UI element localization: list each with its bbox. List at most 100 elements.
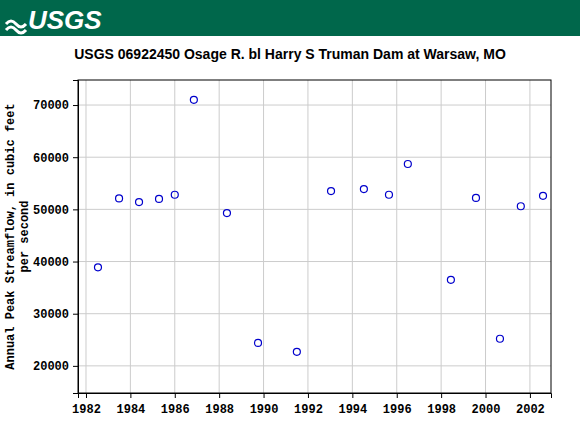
x-axis: 1982 1984 1986 1988 1990 1992 1994 1996 1998 2000… bbox=[72, 393, 551, 417]
point bbox=[360, 186, 367, 193]
point bbox=[116, 195, 123, 202]
x-axis-line bbox=[79, 394, 552, 399]
y-tick-label: 60000 bbox=[33, 152, 69, 166]
point bbox=[136, 199, 143, 206]
grid-line-x bbox=[441, 80, 442, 393]
x-tick-label: 1988 bbox=[205, 403, 234, 417]
point bbox=[517, 203, 524, 210]
x-tick-label: 1994 bbox=[338, 403, 367, 417]
x-tick-mark bbox=[264, 393, 265, 398]
x-tick: 1990 bbox=[250, 393, 279, 417]
banner bbox=[0, 0, 580, 36]
x-tick-mark bbox=[397, 393, 398, 398]
x-tick-mark bbox=[219, 393, 220, 398]
grid-line-y bbox=[78, 105, 551, 106]
point bbox=[94, 264, 101, 271]
point bbox=[328, 188, 335, 195]
point bbox=[540, 192, 547, 199]
grid-line-y bbox=[78, 209, 551, 210]
x-tick: 1996 bbox=[383, 393, 412, 417]
point bbox=[496, 335, 503, 342]
x-tick-label: 1998 bbox=[427, 403, 456, 417]
logo-text: USGS bbox=[28, 5, 102, 35]
points bbox=[94, 96, 546, 355]
y-tick: 40000 bbox=[33, 256, 78, 270]
y-tick-label: 20000 bbox=[33, 360, 69, 374]
grid bbox=[78, 80, 551, 393]
x-tick-mark bbox=[175, 393, 176, 398]
title: USGS 06922450 Osage R. bl Harry S Truman… bbox=[74, 46, 506, 62]
point bbox=[190, 96, 197, 103]
x-tick: 2002 bbox=[516, 393, 545, 417]
x-tick: 1998 bbox=[427, 393, 456, 417]
x-tick-mark bbox=[352, 393, 353, 398]
y-axis: 20000 30000 40000 50000 60000 70000 bbox=[33, 81, 79, 394]
grid-line-x bbox=[307, 80, 308, 393]
grid-line-x bbox=[396, 80, 397, 393]
x-tick-label: 1982 bbox=[72, 403, 101, 417]
grid-line-y bbox=[78, 157, 551, 158]
grid-line-y bbox=[78, 313, 551, 314]
grid-line-x bbox=[219, 80, 220, 393]
point bbox=[156, 195, 163, 202]
x-tick: 1982 bbox=[72, 393, 101, 417]
point bbox=[472, 194, 479, 201]
y-tick: 70000 bbox=[33, 99, 78, 113]
y-tick-mark bbox=[73, 209, 78, 210]
grid-line-y bbox=[78, 261, 551, 262]
y-tick-mark bbox=[73, 262, 78, 263]
point bbox=[447, 276, 454, 283]
x-tick-mark bbox=[308, 393, 309, 398]
x-tick: 1984 bbox=[116, 393, 145, 417]
chart-svg: USGS USGS 06922450 Osage R. bl Harry S Tr… bbox=[0, 0, 580, 430]
point bbox=[385, 191, 392, 198]
x-tick-label: 1996 bbox=[383, 403, 412, 417]
point bbox=[223, 210, 230, 217]
grid-line-x bbox=[130, 80, 131, 393]
plot-frame bbox=[78, 80, 551, 393]
point bbox=[255, 339, 262, 346]
x-tick-label: 2000 bbox=[472, 403, 501, 417]
grid-line-x bbox=[85, 80, 86, 393]
x-tick-mark bbox=[530, 393, 531, 398]
grid-line-x bbox=[174, 80, 175, 393]
x-tick: 1994 bbox=[338, 393, 367, 417]
x-tick-mark bbox=[86, 393, 87, 398]
y-tick-mark bbox=[73, 157, 78, 158]
y-axis-title: Annual Peak Streamflow, in cubic feet bbox=[4, 103, 18, 369]
y-tick-mark bbox=[73, 314, 78, 315]
x-tick-label: 2002 bbox=[516, 403, 545, 417]
y-tick-label: 30000 bbox=[33, 308, 69, 322]
x-tick-mark bbox=[486, 393, 487, 398]
y-axis-line bbox=[73, 81, 79, 394]
grid-line-x bbox=[263, 80, 264, 393]
y-tick-mark bbox=[73, 366, 78, 367]
point bbox=[293, 348, 300, 355]
grid-line-x bbox=[352, 80, 353, 393]
y-tick: 60000 bbox=[33, 152, 78, 166]
y-tick: 20000 bbox=[33, 360, 78, 374]
x-tick-mark bbox=[441, 393, 442, 398]
x-tick: 2000 bbox=[472, 393, 501, 417]
y-tick: 30000 bbox=[33, 308, 78, 322]
y-axis-title: per second bbox=[18, 200, 32, 272]
grid-line-x bbox=[529, 80, 530, 393]
x-tick-label: 1984 bbox=[116, 403, 145, 417]
point bbox=[404, 160, 411, 167]
y-tick: 50000 bbox=[33, 204, 78, 218]
point bbox=[171, 191, 178, 198]
y-tick-label: 70000 bbox=[33, 99, 69, 113]
x-tick-label: 1986 bbox=[161, 403, 190, 417]
y-tick-mark bbox=[73, 105, 78, 106]
x-tick: 1988 bbox=[205, 393, 234, 417]
logo-wave bbox=[6, 21, 26, 33]
x-tick: 1986 bbox=[161, 393, 190, 417]
grid-line-y bbox=[78, 365, 551, 366]
x-tick-mark bbox=[130, 393, 131, 398]
grid-line-x bbox=[485, 80, 486, 393]
x-tick-label: 1992 bbox=[294, 403, 323, 417]
y-tick-label: 40000 bbox=[33, 256, 69, 270]
x-tick: 1992 bbox=[294, 393, 323, 417]
x-tick-label: 1990 bbox=[250, 403, 279, 417]
y-tick-label: 50000 bbox=[33, 204, 69, 218]
